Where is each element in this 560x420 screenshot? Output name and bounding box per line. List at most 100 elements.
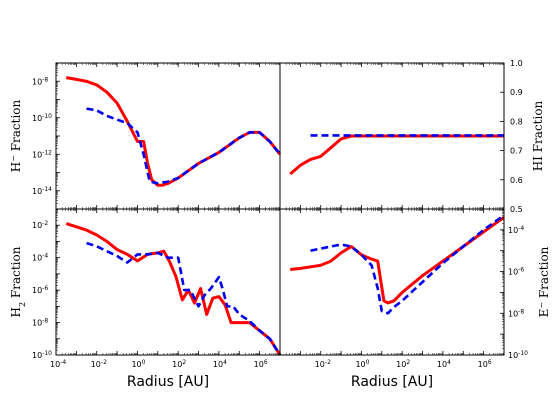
x-tick-exp: 0 <box>366 359 370 366</box>
y-tick-label: 10-2 <box>32 220 48 231</box>
x-axis-label: Radius [AU] <box>127 374 209 390</box>
y-tick-label: 1.0 <box>510 59 523 68</box>
series-line-red <box>290 216 505 305</box>
panel-top-right: 0.5 0.6 0.7 0.8 0.9 1.0 HI Fraction <box>279 59 545 214</box>
y-tick-base: 10 <box>32 319 42 328</box>
y-axis-label-rest: Fraction <box>537 246 551 302</box>
y-axis-label: E− Fraction <box>537 246 552 317</box>
y-tick-exp: -8 <box>518 308 524 315</box>
x-tick-base: 10 <box>254 360 264 369</box>
y-tick-exp: -6 <box>42 285 48 292</box>
x-tick-base: 10 <box>478 360 488 369</box>
y-tick-base: 10 <box>32 221 42 230</box>
x-axis-label: Radius [AU] <box>351 374 433 390</box>
x-tick-label: 106 <box>478 359 492 370</box>
y-tick-base: 10 <box>32 114 42 123</box>
y-axis-label-main: H <box>9 307 23 317</box>
x-tick-base: 10 <box>396 360 406 369</box>
y-tick-label: 0.8 <box>510 117 523 126</box>
y-tick-label: 10-8 <box>32 76 48 87</box>
y-tick-exp: -2 <box>42 220 48 227</box>
y-tick-base: 10 <box>508 351 518 360</box>
y-axis-label-main: E <box>537 309 551 318</box>
y-tick-exp: -8 <box>42 317 48 324</box>
series-line-red <box>65 222 282 356</box>
plot-frame <box>55 62 281 210</box>
y-axis-label-sup: − <box>9 155 18 162</box>
x-tick-base: 10 <box>315 360 325 369</box>
x-tick-label: 104 <box>213 359 227 370</box>
y-tick-base: 10 <box>32 286 42 295</box>
panel-bottom-left: 10-4 10-2 100 102 104 10610-1010-810-610-410-… <box>9 208 282 390</box>
y-tick-base: 10 <box>32 351 42 360</box>
x-tick-exp: 6 <box>488 359 492 366</box>
y-tick-label: 10-4 <box>32 252 48 263</box>
y-tick-label: 10-12 <box>32 149 52 160</box>
x-tick-label: 102 <box>396 359 410 370</box>
x-tick-label: 102 <box>172 359 186 370</box>
series-line-blue <box>310 214 505 315</box>
x-tick-label: 10-2 <box>91 359 107 370</box>
series-line-blue <box>86 107 282 185</box>
y-tick-exp: -14 <box>42 185 52 192</box>
y-tick-label: 10-14 <box>32 185 52 196</box>
x-tick-label: 100 <box>131 359 145 370</box>
y-tick-base: 10 <box>32 254 42 263</box>
series-line-blue <box>86 241 282 356</box>
y-tick-exp: -10 <box>42 350 52 357</box>
y-tick-label: 10-4 <box>508 224 524 235</box>
y-tick-base: 10 <box>508 268 518 277</box>
x-tick-base: 10 <box>355 360 365 369</box>
y-tick-base: 10 <box>32 187 42 196</box>
y-tick-exp: -6 <box>518 266 524 273</box>
y-tick-label: 0.9 <box>510 88 523 97</box>
y-tick-label: 0.6 <box>510 176 523 185</box>
x-tick-label: 106 <box>254 359 268 370</box>
y-tick-base: 10 <box>32 77 42 86</box>
x-tick-exp: -4 <box>60 359 66 366</box>
x-tick-base: 10 <box>131 360 141 369</box>
y-axis-label: H2 Fraction <box>9 246 27 317</box>
y-tick-label: 0.7 <box>510 147 523 156</box>
x-tick-label: 10-2 <box>315 359 331 370</box>
x-tick-base: 10 <box>437 360 447 369</box>
x-tick-exp: 4 <box>223 359 227 366</box>
y-tick-label: 10-10 <box>32 350 52 361</box>
y-tick-exp: -10 <box>518 350 528 357</box>
y-tick-label: 0.5 <box>510 205 523 214</box>
x-tick-exp: -2 <box>325 359 331 366</box>
x-tick-base: 10 <box>213 360 223 369</box>
y-tick-exp: -8 <box>42 76 48 83</box>
y-axis-label-main: H <box>9 162 23 172</box>
y-tick-exp: -12 <box>42 149 52 156</box>
y-tick-base: 10 <box>508 309 518 318</box>
y-tick-label: 10-10 <box>32 112 52 123</box>
y-axis-label-sup: − <box>537 302 546 309</box>
x-tick-exp: 6 <box>264 359 268 366</box>
y-axis-label-sub: 2 <box>18 302 27 307</box>
y-tick-label: 10-8 <box>508 308 524 319</box>
x-tick-exp: 0 <box>142 359 146 366</box>
x-tick-base: 10 <box>50 360 60 369</box>
y-tick-base: 10 <box>508 226 518 235</box>
x-tick-label: 104 <box>437 359 451 370</box>
y-tick-exp: -10 <box>42 112 52 119</box>
plot-frame <box>279 208 505 356</box>
y-tick-label: 10-8 <box>32 317 48 328</box>
x-tick-label: 10-4 <box>50 359 66 370</box>
y-axis-label-rest: Fraction <box>9 99 23 155</box>
y-tick-label: 10-6 <box>508 266 524 277</box>
y-tick-label: 10-6 <box>32 285 48 296</box>
y-tick-label: 10-10 <box>508 350 528 361</box>
y-axis-label: HI Fraction <box>531 100 545 171</box>
x-tick-base: 10 <box>172 360 182 369</box>
y-axis-label: H− Fraction <box>9 99 24 172</box>
y-tick-base: 10 <box>32 150 42 159</box>
series-line-red <box>65 76 282 187</box>
x-tick-exp: 2 <box>182 359 186 366</box>
y-tick-exp: -4 <box>518 224 524 231</box>
